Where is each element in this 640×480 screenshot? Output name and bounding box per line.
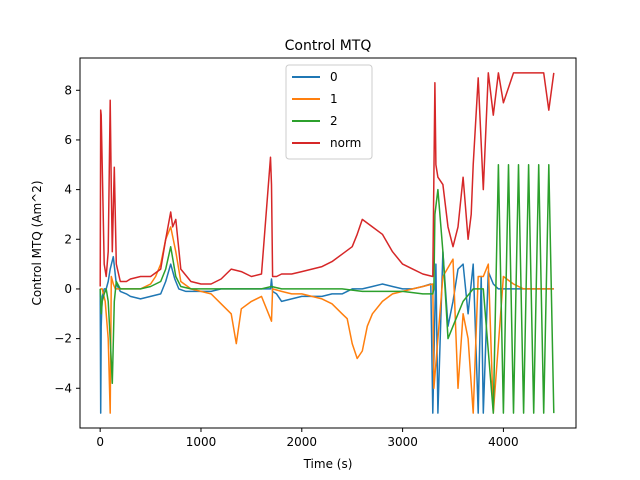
x-tick-label: 4000 xyxy=(488,435,519,449)
plot-area xyxy=(99,72,555,414)
y-tick-label: −4 xyxy=(54,381,72,395)
y-tick-label: 4 xyxy=(64,183,72,197)
y-axis-title: Control MTQ (Am^2) xyxy=(30,180,44,305)
y-tick-label: −2 xyxy=(54,332,72,346)
x-tick-label: 0 xyxy=(96,435,104,449)
legend-box xyxy=(285,64,373,160)
x-tick-label: 2000 xyxy=(287,435,318,449)
series-line-2 xyxy=(99,164,555,414)
legend-label-norm: norm xyxy=(330,136,361,150)
x-axis: 0 1000 2000 3000 4000 xyxy=(96,428,519,449)
x-tick-label: 1000 xyxy=(186,435,217,449)
y-tick-label: 0 xyxy=(64,282,72,296)
legend-label-0: 0 xyxy=(330,70,338,84)
legend: 0 1 2 norm xyxy=(285,64,373,160)
plot-frame xyxy=(79,57,577,429)
y-tick-label: 8 xyxy=(64,83,72,97)
y-axis: −4 −2 0 2 4 6 8 xyxy=(54,83,80,395)
x-tick-label: 3000 xyxy=(387,435,418,449)
y-tick-label: 6 xyxy=(64,133,72,147)
legend-label-2: 2 xyxy=(330,114,338,128)
series-line-norm xyxy=(99,72,555,287)
y-tick-label: 2 xyxy=(64,232,72,246)
x-axis-title: Time (s) xyxy=(303,457,353,471)
legend-label-1: 1 xyxy=(330,92,338,106)
chart-title: Control MTQ xyxy=(285,38,372,54)
